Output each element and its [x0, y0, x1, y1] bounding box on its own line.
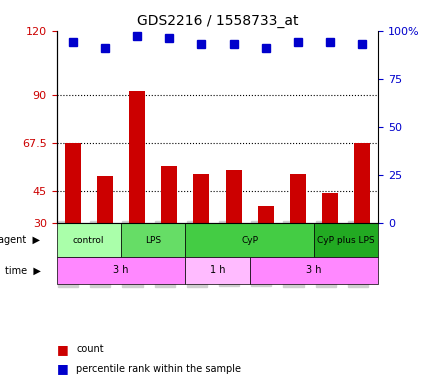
Bar	[193, 174, 209, 223]
FancyBboxPatch shape	[185, 257, 249, 283]
Text: CyP plus LPS: CyP plus LPS	[317, 236, 374, 245]
Bar	[161, 166, 177, 223]
Text: count: count	[76, 344, 104, 354]
FancyBboxPatch shape	[249, 257, 378, 283]
Text: 3 h: 3 h	[306, 265, 321, 275]
Bar	[321, 194, 338, 223]
Text: ■: ■	[56, 343, 68, 356]
Title: GDS2216 / 1558733_at: GDS2216 / 1558733_at	[136, 14, 298, 28]
Bar	[289, 174, 305, 223]
Text: 1 h: 1 h	[209, 265, 225, 275]
Text: CyP: CyP	[240, 236, 258, 245]
FancyBboxPatch shape	[121, 223, 185, 257]
Text: percentile rank within the sample: percentile rank within the sample	[76, 364, 240, 374]
Bar	[353, 143, 369, 223]
Text: time  ▶: time ▶	[5, 265, 40, 275]
FancyBboxPatch shape	[185, 223, 313, 257]
Bar	[65, 143, 81, 223]
FancyBboxPatch shape	[313, 223, 378, 257]
Bar	[97, 176, 113, 223]
Text: control: control	[73, 236, 104, 245]
Text: ■: ■	[56, 362, 68, 375]
FancyBboxPatch shape	[56, 223, 121, 257]
FancyBboxPatch shape	[56, 257, 185, 283]
Bar	[225, 170, 241, 223]
Bar	[257, 206, 273, 223]
Bar	[128, 91, 145, 223]
Text: 3 h: 3 h	[113, 265, 128, 275]
Text: agent  ▶: agent ▶	[0, 235, 40, 245]
Text: LPS: LPS	[145, 236, 161, 245]
